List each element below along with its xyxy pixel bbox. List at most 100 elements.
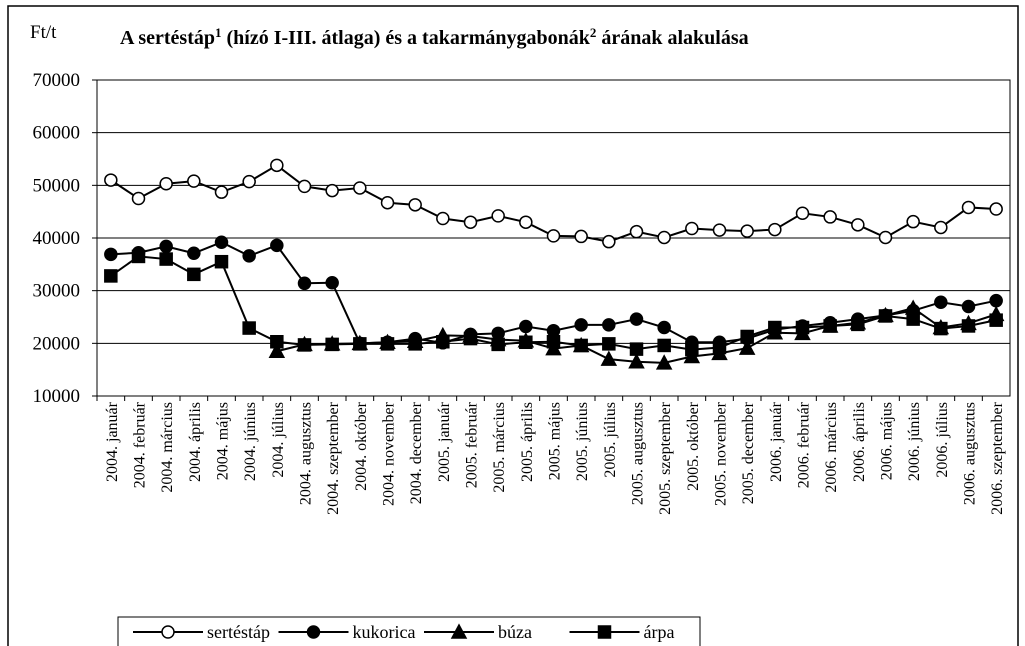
marker xyxy=(546,323,561,338)
x-tick-label: 2005. január xyxy=(436,401,453,482)
marker xyxy=(823,210,837,224)
marker xyxy=(297,179,312,194)
x-tick-label: 2006. szeptember xyxy=(989,401,1006,515)
marker xyxy=(768,222,782,237)
marker xyxy=(104,247,118,262)
marker xyxy=(463,331,478,346)
marker xyxy=(270,158,284,173)
marker xyxy=(738,339,756,355)
marker xyxy=(131,191,146,206)
x-tick-label: 2005. június xyxy=(574,402,591,481)
marker xyxy=(270,335,284,349)
x-tick-label: 2004. július xyxy=(270,402,287,478)
marker xyxy=(685,342,699,357)
x-tick-label: 2005. április xyxy=(519,402,536,482)
marker xyxy=(187,174,201,188)
marker xyxy=(187,267,201,282)
marker xyxy=(353,337,367,351)
marker xyxy=(657,230,671,245)
marker xyxy=(325,337,339,352)
x-tick-label: 2004. december xyxy=(408,401,425,504)
y-tick-label: 50000 xyxy=(33,175,81,196)
x-tick-label: 2005. március xyxy=(491,402,508,493)
marker xyxy=(159,239,173,254)
marker xyxy=(214,254,229,269)
marker xyxy=(989,313,1003,327)
marker xyxy=(546,229,561,243)
marker xyxy=(712,223,727,237)
x-tick-label: 2006. február xyxy=(796,401,813,488)
marker xyxy=(159,252,173,266)
legend-label: árpa xyxy=(644,622,675,642)
legend-label: kukorica xyxy=(353,622,416,642)
x-tick-label: 2004. január xyxy=(104,401,121,482)
y-tick-label: 40000 xyxy=(33,228,81,249)
x-tick-label: 2004. október xyxy=(353,401,370,491)
marker xyxy=(131,249,146,264)
marker xyxy=(740,329,754,344)
x-tick-label: 2005. szeptember xyxy=(657,401,674,515)
x-tick-label: 2005. július xyxy=(602,402,619,478)
marker xyxy=(685,221,699,236)
y-tick-label: 70000 xyxy=(33,70,81,91)
x-tick-label: 2005. december xyxy=(740,401,757,504)
marker xyxy=(934,220,948,235)
marker xyxy=(906,312,920,326)
x-tick-label: 2004. szeptember xyxy=(325,401,342,515)
x-tick-label: 2005. május xyxy=(547,402,564,480)
marker xyxy=(657,320,671,335)
marker xyxy=(519,215,533,229)
marker xyxy=(878,230,893,245)
marker xyxy=(602,234,616,249)
x-tick-label: 2006. június xyxy=(906,402,923,481)
marker xyxy=(408,198,422,212)
marker xyxy=(268,342,286,358)
marker xyxy=(297,276,312,291)
marker xyxy=(306,625,321,639)
marker xyxy=(851,218,865,232)
marker xyxy=(297,338,312,352)
marker xyxy=(712,340,727,355)
title-part: A sertéstáp xyxy=(120,27,215,49)
marker xyxy=(325,276,339,290)
marker xyxy=(242,249,256,263)
y-tick-label: 60000 xyxy=(33,123,81,144)
y-axis-label: Ft/t xyxy=(30,22,57,43)
x-tick-label: 2004. augusztus xyxy=(298,402,315,505)
marker xyxy=(597,625,612,639)
title-superscript: 2 xyxy=(590,25,597,40)
x-tick-label: 2004. március xyxy=(159,402,176,493)
x-tick-label: 2004. november xyxy=(381,401,398,506)
marker xyxy=(906,214,920,229)
x-tick-label: 2004. június xyxy=(242,402,259,481)
marker xyxy=(655,354,673,370)
marker xyxy=(961,319,976,333)
marker xyxy=(657,338,671,353)
x-tick-label: 2006. január xyxy=(768,401,785,482)
marker xyxy=(628,353,645,369)
marker xyxy=(214,185,229,199)
marker xyxy=(242,321,256,335)
x-tick-label: 2005. augusztus xyxy=(630,402,647,505)
marker xyxy=(519,319,533,334)
marker xyxy=(878,309,893,323)
marker xyxy=(795,206,810,220)
x-tick-label: 2006. április xyxy=(851,402,868,482)
marker xyxy=(159,177,173,191)
marker xyxy=(161,625,175,639)
marker xyxy=(214,235,229,249)
marker xyxy=(380,195,395,210)
title-part: (hízó I-III. átlaga) és a takarmánygabon… xyxy=(221,27,590,49)
marker xyxy=(380,337,395,351)
marker xyxy=(546,335,561,349)
marker xyxy=(768,320,782,335)
chart-border xyxy=(7,5,1019,646)
marker xyxy=(436,211,450,226)
marker xyxy=(187,246,201,261)
marker xyxy=(574,338,588,353)
x-tick-label: 2004. április xyxy=(187,402,204,482)
marker xyxy=(602,318,616,332)
marker xyxy=(519,335,533,350)
x-tick-label: 2005. október xyxy=(685,401,702,491)
